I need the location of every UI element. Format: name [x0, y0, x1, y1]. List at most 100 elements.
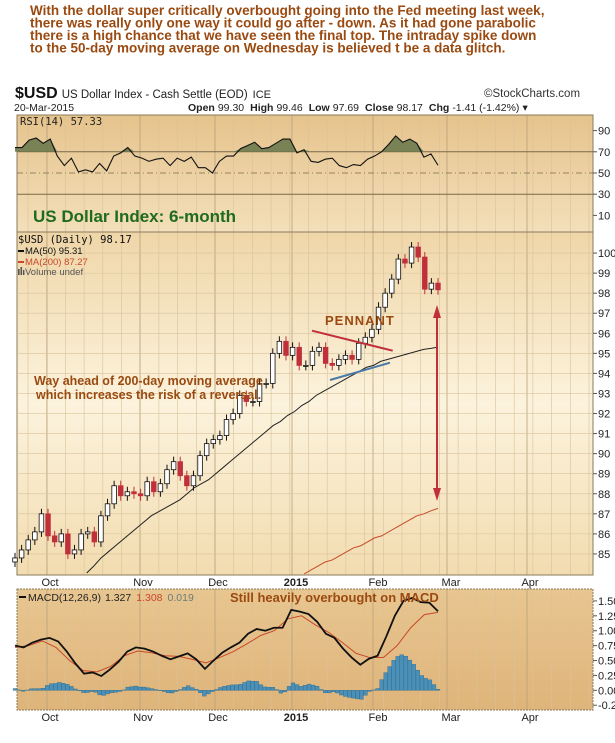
y-tick-label: 93: [598, 388, 610, 400]
candle-body: [218, 436, 223, 440]
macd-histogram-bar: [142, 687, 146, 690]
candle-body: [284, 341, 289, 355]
macd-histogram-bar: [194, 689, 198, 690]
legend-ma50: MA(50) 95.31: [25, 246, 83, 257]
commentary: With the dollar super critically overbou…: [30, 3, 544, 56]
macd-histogram-bar: [174, 690, 178, 691]
macd-histogram-bar: [388, 667, 392, 691]
instrument-name: US Dollar Index - Cash Settle (EOD): [62, 89, 248, 101]
y-tick-label: 1.00: [598, 626, 615, 638]
candle-body: [436, 283, 441, 290]
macd-histogram-bar: [343, 690, 347, 696]
macd-histogram-bar: [49, 684, 53, 691]
candle-body: [264, 383, 269, 384]
macd-histogram-bar: [186, 686, 190, 691]
candle-body: [198, 456, 203, 476]
legend-volume: Volume undef: [25, 267, 83, 278]
macd-histogram-bar: [352, 690, 356, 698]
macd-histogram-bar: [251, 681, 255, 690]
x-tick-label: Feb: [369, 712, 388, 724]
commentary-line: to the 50-day moving average on Wednesda…: [30, 41, 505, 56]
chevron-down-icon[interactable]: ▾: [522, 102, 528, 114]
macd-histogram-bar: [178, 690, 182, 691]
candle-body: [429, 283, 434, 289]
candle-body: [416, 247, 421, 257]
macd-histogram-bar: [364, 690, 368, 695]
candle-body: [112, 486, 117, 504]
macd-histogram-bar: [166, 690, 170, 692]
candle-body: [383, 293, 388, 307]
y-tick-label: 94: [598, 368, 610, 380]
low-value: 97.69: [333, 102, 359, 114]
macd-histogram-bar: [412, 664, 416, 690]
y-tick-label: 92: [598, 409, 610, 421]
macd-histogram-bar: [307, 684, 311, 690]
candle-body: [403, 259, 408, 263]
macd-histogram-bar: [134, 686, 138, 690]
macd-histogram-bar: [420, 676, 424, 691]
candle-body: [396, 259, 401, 279]
macd-histogram-bar: [327, 690, 331, 693]
y-tick-label: 90: [598, 126, 610, 138]
macd-histogram-bar: [291, 683, 295, 690]
y-tick-label: 30: [598, 189, 610, 201]
macd-histogram-bar: [255, 681, 259, 690]
macd-histogram-bar: [162, 690, 166, 691]
macd-histogram-bar: [311, 685, 315, 690]
candle-body: [277, 341, 282, 353]
macd-value: 1.327: [105, 592, 131, 604]
candle-body: [39, 514, 44, 532]
macd-histogram-bar: [98, 690, 102, 695]
candle-body: [46, 514, 51, 536]
macd-histogram-bar: [94, 690, 98, 692]
macd-histogram-bar: [102, 690, 106, 695]
macd-histogram-bar: [146, 688, 150, 691]
candle-body: [224, 420, 229, 436]
x-tick-label: Oct: [41, 577, 58, 589]
exchange: ICE: [253, 89, 271, 101]
macd-histogram-bar: [170, 690, 174, 693]
macd-histogram-bar: [231, 685, 235, 690]
macd-histogram-bar: [295, 685, 299, 691]
candle-body: [191, 476, 196, 486]
macd-histogram-bar: [70, 686, 74, 690]
macd-histogram-bar: [114, 690, 118, 692]
macd-axis: 1.501.251.000.750.500.250.00-0.25: [593, 596, 615, 712]
macd-histogram-bar: [263, 687, 267, 690]
candle-body: [33, 532, 38, 540]
macd-histogram-bar: [126, 687, 130, 690]
candle-body: [343, 355, 348, 359]
macd-histogram-bar: [219, 687, 223, 690]
macd-histogram-bar: [259, 685, 263, 691]
candle-body: [185, 476, 190, 486]
macd-histogram-bar: [118, 690, 122, 691]
macd-histogram-bar: [182, 687, 186, 690]
y-tick-label: 0.00: [598, 685, 615, 697]
ma-annotation-line1: Way ahead of 200-day moving average: [34, 374, 263, 388]
macd-histogram-bar: [436, 689, 440, 690]
y-tick-label: 87: [598, 509, 610, 521]
macd-histogram-bar: [376, 689, 380, 691]
close-label: Close: [365, 102, 394, 114]
x-tick-label: Apr: [521, 712, 538, 724]
macd-histogram-bar: [283, 690, 287, 692]
candle-body: [145, 482, 150, 496]
macd-signal-value: 1.308: [136, 592, 162, 604]
macd-histogram-bar: [335, 690, 339, 693]
macd-histogram-bar: [392, 660, 396, 690]
candle-body: [356, 343, 361, 359]
y-tick-label: 1.50: [598, 596, 615, 608]
y-tick-label: 86: [598, 529, 610, 541]
macd-histogram-bar: [243, 682, 247, 690]
y-tick-label: 0.50: [598, 656, 615, 668]
low-label: Low: [309, 102, 331, 114]
bar-chart-icon-bar: [23, 270, 24, 275]
macd-histogram-bar: [247, 681, 251, 690]
macd-histogram-bar: [45, 685, 49, 690]
macd-histogram-bar: [315, 686, 319, 690]
candle-body: [118, 486, 123, 496]
candle-body: [92, 532, 97, 542]
